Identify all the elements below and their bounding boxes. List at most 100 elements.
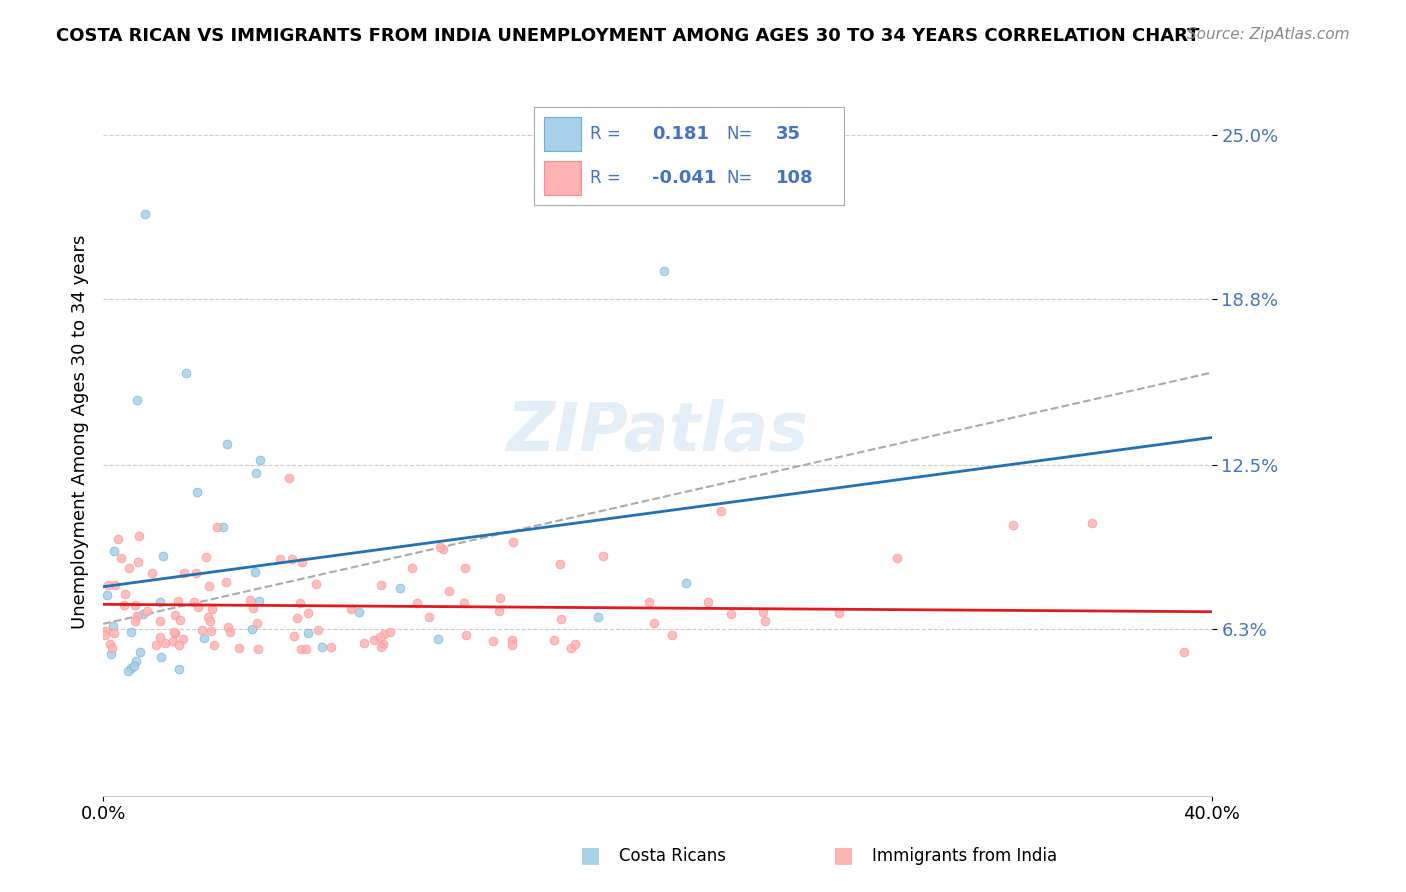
Point [128,529,150,543]
Text: 0.181: 0.181 [652,125,709,143]
Point [149,595,172,609]
Point [167,638,190,652]
Point [373,637,395,651]
Point [340,601,363,615]
Point [249,453,271,467]
Point [204,638,226,652]
Point [134,207,156,221]
Point [127,609,149,624]
Point [167,662,190,676]
Point [114,587,136,601]
Point [754,614,776,628]
Point [661,628,683,642]
Point [97,578,120,592]
Text: Source: ZipAtlas.com: Source: ZipAtlas.com [1187,27,1350,42]
Text: -0.041: -0.041 [652,169,716,186]
Point [191,623,214,637]
Point [643,616,665,631]
Point [281,552,304,566]
Point [165,626,187,640]
Point [215,437,238,451]
Point [187,600,209,615]
Point [243,565,266,579]
Point [710,503,733,517]
Point [100,647,122,661]
Point [127,555,149,569]
FancyBboxPatch shape [544,161,581,195]
Point [93,624,115,639]
Point [149,631,172,645]
Point [291,555,314,569]
Point [543,633,565,648]
Point [125,654,148,668]
Point [98,637,121,651]
Point [353,636,375,650]
Point [278,471,301,485]
FancyBboxPatch shape [544,117,581,151]
Point [283,629,305,643]
Point [886,550,908,565]
Point [135,603,157,617]
Point [429,540,451,554]
Point [129,645,152,659]
Point [247,594,270,608]
Y-axis label: Unemployment Among Ages 30 to 34 years: Unemployment Among Ages 30 to 34 years [72,235,89,630]
Point [454,561,477,575]
Point [454,628,477,642]
Point [198,579,221,593]
Text: N=: N= [725,125,752,143]
Point [215,574,238,589]
Point [228,640,250,655]
Point [183,594,205,608]
Point [363,632,385,647]
Point [269,552,291,566]
Point [149,650,172,665]
Point [101,619,124,633]
Point [169,613,191,627]
Point [321,640,343,654]
Point [240,622,263,636]
Point [246,642,269,657]
Point [501,638,523,652]
Point [405,596,427,610]
Point [290,641,312,656]
Point [141,566,163,581]
Point [193,631,215,645]
Point [94,628,117,642]
Point [103,626,125,640]
Point [132,607,155,621]
Point [110,550,132,565]
Point [432,541,454,556]
Point [242,601,264,615]
Point [592,549,614,563]
Point [1001,518,1024,533]
Point [453,596,475,610]
Text: Costa Ricans: Costa Ricans [619,847,725,865]
Point [172,632,194,646]
Point [162,634,184,648]
Point [145,638,167,652]
Point [167,594,190,608]
Point [297,626,319,640]
Point [752,606,775,620]
Point [114,599,136,613]
Text: ■: ■ [834,846,853,865]
Text: R =: R = [591,169,620,186]
Text: ZIPatlas: ZIPatlas [506,399,808,465]
Point [120,625,142,640]
Point [122,658,145,673]
Point [370,630,392,644]
Point [311,640,333,655]
Point [696,595,718,609]
Point [638,595,661,609]
Point [285,610,308,624]
Point [347,605,370,619]
Point [501,633,523,648]
Point [125,393,148,408]
Point [124,598,146,612]
Point [197,610,219,624]
Point [246,615,269,630]
Point [96,588,118,602]
Point [107,532,129,546]
Point [103,544,125,558]
